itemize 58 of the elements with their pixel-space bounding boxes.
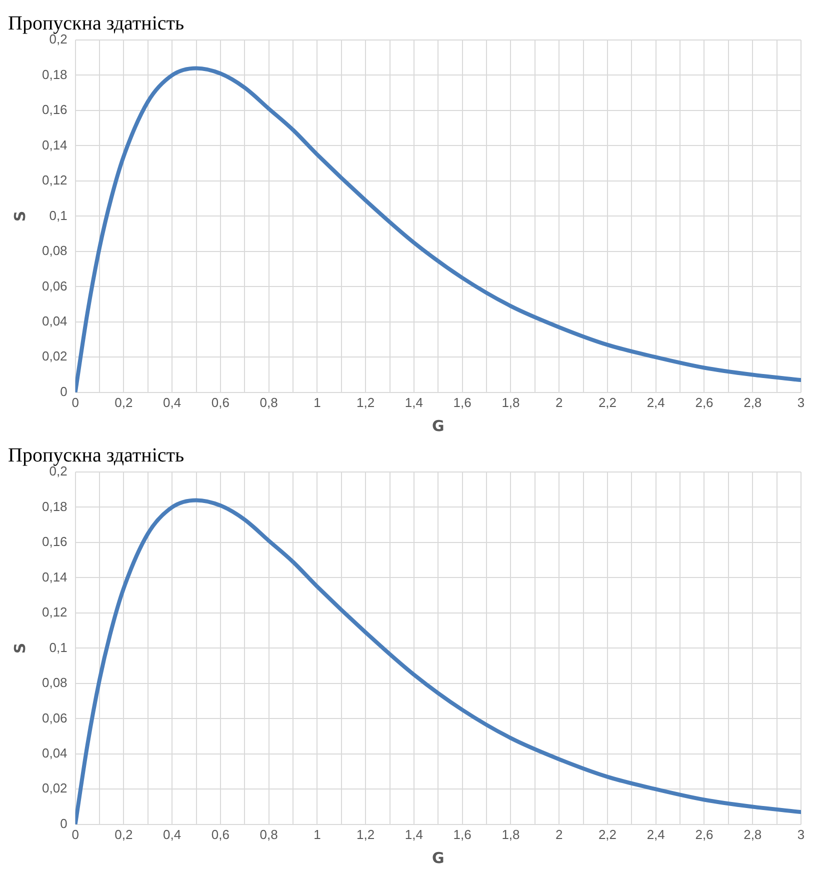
- x-tick-label: 2,6: [695, 826, 714, 842]
- x-tick-label: 2,6: [695, 394, 714, 410]
- y-tick-label: 0,12: [42, 604, 68, 620]
- x-tick-label: 0,6: [211, 826, 230, 842]
- x-tick-label: 2,2: [598, 394, 617, 410]
- x-tick-label: 2,4: [646, 826, 665, 842]
- x-tick-label: 0,2: [114, 394, 133, 410]
- x-tick-label: 2: [555, 394, 563, 410]
- x-tick-label: 1,2: [356, 826, 375, 842]
- x-axis-title: G: [432, 416, 444, 435]
- y-tick-label: 0,08: [42, 675, 68, 690]
- y-tick-label: 0,02: [42, 780, 68, 796]
- y-tick-label: 0,06: [42, 710, 68, 726]
- y-tick-label: 0,04: [42, 314, 68, 328]
- x-tick-label: 1,6: [453, 826, 472, 842]
- y-tick-label: 0,14: [42, 569, 68, 584]
- x-tick-label: 1,8: [502, 394, 520, 410]
- y-tick-label: 0,02: [42, 348, 68, 364]
- y-tick-label: 0,16: [42, 534, 68, 550]
- y-tick-label: 0,1: [49, 208, 68, 223]
- x-tick-label: 1: [314, 394, 321, 410]
- chart-title: Пропускна здатність: [8, 444, 184, 466]
- x-tick-label: 2,2: [598, 826, 617, 842]
- y-tick-label: 0,18: [42, 66, 68, 82]
- x-tick-label: 2,4: [646, 394, 665, 410]
- y-tick-label: 0,1: [49, 640, 68, 655]
- x-tick-label: 1,2: [356, 394, 375, 410]
- x-axis-title: G: [432, 848, 444, 867]
- x-tick-label: 1,8: [502, 826, 520, 842]
- x-tick-label: 0,2: [114, 826, 133, 842]
- y-tick-label: 0: [60, 384, 68, 399]
- x-tick-label: 1: [314, 826, 321, 842]
- y-tick-label: 0,18: [42, 498, 68, 514]
- x-tick-label: 1,4: [404, 394, 423, 410]
- y-tick-label: 0,14: [42, 137, 68, 152]
- y-axis-title: S: [10, 642, 29, 654]
- x-tick-label: 2: [555, 826, 563, 842]
- x-tick-label: 0,8: [260, 394, 278, 410]
- y-axis-title: S: [10, 210, 29, 222]
- y-tick-label: 0,16: [42, 102, 68, 118]
- x-tick-label: 0,6: [211, 394, 230, 410]
- y-tick-label: 0,08: [42, 243, 68, 258]
- y-tick-label: 0,04: [42, 746, 68, 760]
- x-tick-label: 0: [72, 394, 79, 410]
- y-tick-label: 0: [60, 816, 68, 831]
- x-tick-label: 1,6: [453, 394, 472, 410]
- x-tick-label: 0,4: [163, 394, 182, 410]
- x-tick-label: 2,8: [744, 394, 762, 410]
- x-tick-label: 0,4: [163, 826, 182, 842]
- x-tick-label: 0: [72, 826, 79, 842]
- x-tick-label: 0,8: [260, 826, 278, 842]
- x-tick-label: 3: [797, 394, 805, 410]
- x-tick-label: 2,8: [744, 826, 762, 842]
- x-tick-label: 1,4: [404, 826, 423, 842]
- chart-title: Пропускна здатність: [8, 12, 184, 34]
- y-tick-label: 0,12: [42, 172, 68, 188]
- y-tick-label: 0,06: [42, 278, 68, 294]
- x-tick-label: 3: [797, 826, 805, 842]
